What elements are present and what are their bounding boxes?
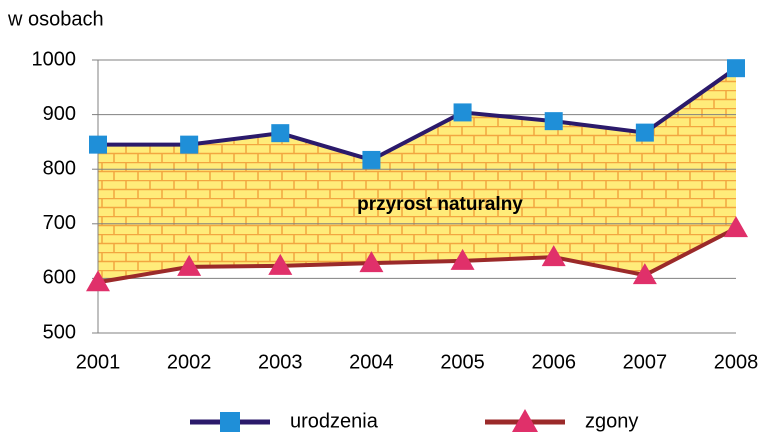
legend-label: zgony (585, 410, 638, 432)
data-point (89, 135, 107, 154)
x-tick-label: 2001 (76, 351, 121, 373)
data-point (362, 150, 381, 169)
x-tick-label: 2003 (258, 351, 303, 373)
x-tick-label: 2002 (167, 351, 212, 373)
series-line (97, 226, 737, 285)
y-tick-label: 700 (43, 212, 76, 234)
data-point (180, 135, 199, 154)
x-tick-label: 2005 (440, 351, 485, 373)
annotation: przyrost naturalny (357, 194, 523, 215)
data-point (268, 253, 293, 275)
x-tick-label: 2008 (714, 351, 759, 373)
series-line (98, 66, 738, 163)
x-tick-label: 2006 (531, 351, 576, 373)
fill-area (98, 68, 736, 283)
data-point (450, 248, 475, 270)
data-point (86, 270, 110, 292)
data-point (177, 254, 202, 276)
data-point (359, 251, 384, 273)
data-point (453, 103, 472, 122)
data-point (544, 112, 563, 131)
y-tick-label: 500 (43, 321, 76, 343)
data-point (635, 123, 654, 142)
data-point (541, 245, 566, 267)
legend-marker (512, 409, 538, 432)
y-tick-label: 1000 (32, 48, 77, 70)
y-tick-label: 900 (43, 103, 76, 125)
data-point (727, 59, 745, 78)
legend-label: urodzenia (290, 410, 379, 432)
data-point (724, 216, 748, 238)
legend-marker (220, 412, 240, 432)
x-tick-label: 2004 (349, 351, 394, 373)
y-tick-label: 800 (43, 157, 76, 179)
y-tick-label: 600 (43, 267, 76, 289)
data-point (632, 263, 657, 285)
x-tick-label: 2007 (623, 351, 668, 373)
y-axis-label: w osobach (7, 8, 104, 30)
data-point (271, 124, 290, 143)
